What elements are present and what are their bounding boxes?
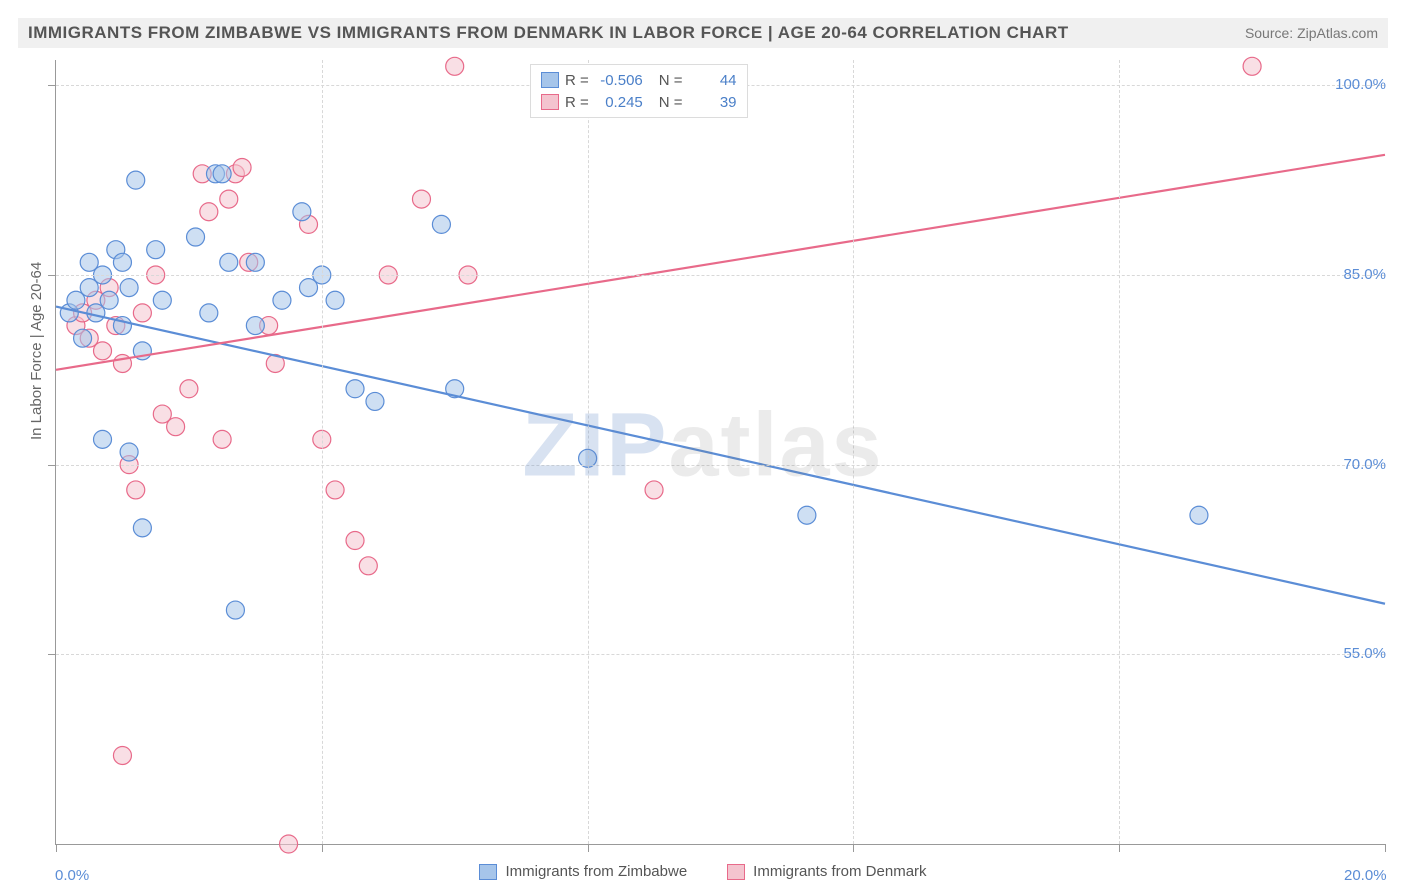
y-tick-label: 85.0%	[1343, 266, 1386, 283]
swatch-series-1	[541, 72, 559, 88]
y-axis-label: In Labor Force | Age 20-64	[28, 262, 45, 440]
legend-label-2: Immigrants from Denmark	[753, 863, 926, 880]
n-value-1: 44	[689, 72, 737, 89]
x-tick-label: 20.0%	[1344, 867, 1387, 884]
y-tick-label: 70.0%	[1343, 456, 1386, 473]
legend-stats-row: R = -0.506 N = 44	[541, 69, 737, 91]
y-tick-label: 55.0%	[1343, 645, 1386, 662]
swatch-series-2	[541, 94, 559, 110]
legend-stats-row: R = 0.245 N = 39	[541, 91, 737, 113]
r-value-1: -0.506	[595, 72, 643, 89]
legend-series: Immigrants from Zimbabwe Immigrants from…	[0, 863, 1406, 880]
y-tick-label: 100.0%	[1335, 76, 1386, 93]
chart-title: IMMIGRANTS FROM ZIMBABWE VS IMMIGRANTS F…	[28, 23, 1069, 43]
swatch-series-2b	[727, 864, 745, 880]
n-label: N =	[659, 94, 683, 111]
legend-stats: R = -0.506 N = 44 R = 0.245 N = 39	[530, 64, 748, 118]
legend-item: Immigrants from Denmark	[727, 863, 926, 880]
swatch-series-1b	[479, 864, 497, 880]
x-tick-label: 0.0%	[55, 867, 89, 884]
n-label: N =	[659, 72, 683, 89]
plot-area	[55, 60, 1385, 845]
source-label: Source: ZipAtlas.com	[1245, 25, 1378, 41]
header-bar: IMMIGRANTS FROM ZIMBABWE VS IMMIGRANTS F…	[18, 18, 1388, 48]
r-value-2: 0.245	[595, 94, 643, 111]
r-label: R =	[565, 72, 589, 89]
legend-label-1: Immigrants from Zimbabwe	[505, 863, 687, 880]
r-label: R =	[565, 94, 589, 111]
legend-item: Immigrants from Zimbabwe	[479, 863, 687, 880]
n-value-2: 39	[689, 94, 737, 111]
chart-svg	[56, 60, 1385, 844]
